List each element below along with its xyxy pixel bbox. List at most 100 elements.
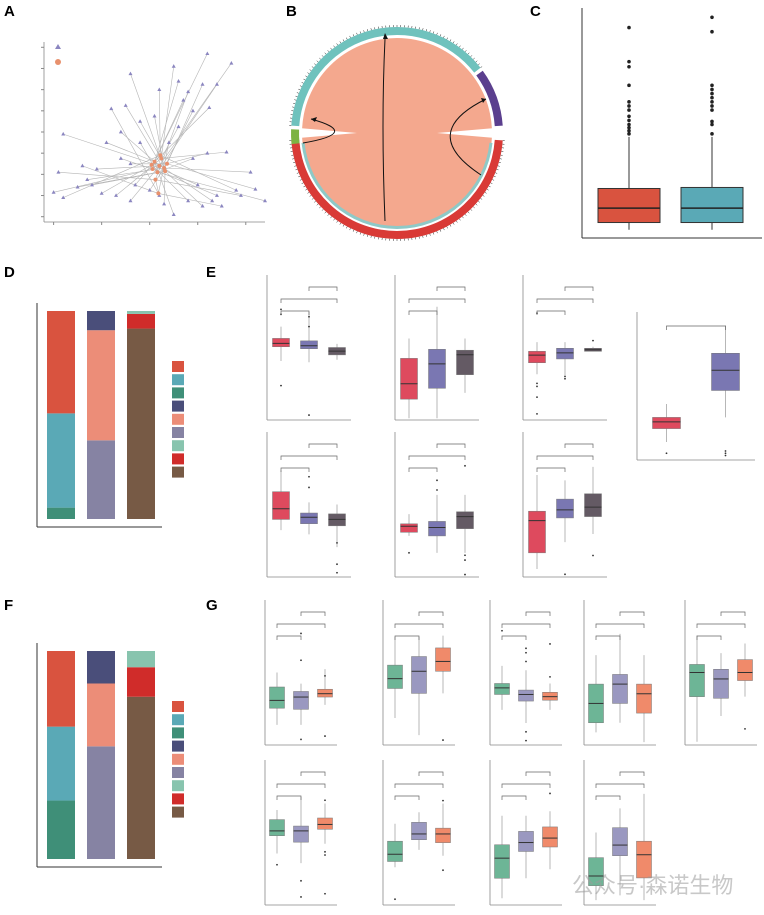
box bbox=[711, 353, 740, 391]
significance-bracket bbox=[300, 771, 326, 776]
axis-tick bbox=[359, 31, 361, 34]
axis-tick bbox=[321, 55, 324, 57]
axis-tick bbox=[436, 32, 438, 35]
significance-bracket bbox=[595, 623, 645, 628]
significance-bracket bbox=[418, 771, 444, 776]
boxplot-g-7 bbox=[382, 760, 455, 906]
procrustes-link bbox=[155, 179, 242, 196]
rumen-point bbox=[166, 140, 171, 144]
outlier-point bbox=[501, 629, 503, 632]
axis-tick bbox=[336, 220, 338, 223]
rumen-point bbox=[186, 89, 191, 94]
boxplot-g-2 bbox=[382, 600, 455, 746]
axis-tick bbox=[459, 45, 461, 48]
boxplot-g-4 bbox=[583, 600, 656, 746]
rumen-point bbox=[118, 129, 123, 134]
box bbox=[428, 521, 446, 537]
axis-tick bbox=[443, 228, 445, 231]
rumen-point bbox=[128, 161, 133, 166]
legend-swatch-s1-s2 bbox=[172, 714, 184, 726]
bar-segment-s3-s1 bbox=[127, 651, 155, 668]
significance-bracket bbox=[525, 771, 551, 776]
procrustes-link bbox=[101, 164, 152, 194]
significance-bracket bbox=[436, 286, 466, 291]
axis-tick bbox=[488, 185, 491, 188]
box bbox=[556, 348, 574, 360]
axis-tick bbox=[439, 34, 442, 37]
axis-tick bbox=[452, 222, 455, 225]
significance-bracket bbox=[696, 635, 722, 640]
outlier-point bbox=[324, 674, 326, 677]
bar-segment-s2-s3 bbox=[87, 746, 115, 859]
faece-point bbox=[158, 153, 163, 158]
faece-point bbox=[150, 167, 155, 172]
chord-arrow-unknow bbox=[449, 98, 487, 176]
box bbox=[456, 349, 474, 375]
axis-tick bbox=[294, 165, 297, 167]
bar-segment-s3-s3 bbox=[127, 328, 155, 519]
axis-tick bbox=[449, 39, 452, 42]
panel-label-e: E bbox=[206, 264, 216, 281]
outlier-point bbox=[627, 125, 631, 130]
legend-swatch-s1-s1 bbox=[172, 701, 184, 712]
box bbox=[300, 512, 318, 524]
bar-segment-s3-s3 bbox=[127, 696, 155, 859]
axis-tick bbox=[446, 37, 448, 40]
box bbox=[494, 683, 510, 695]
procrustes-link bbox=[96, 165, 160, 170]
axis-tick bbox=[425, 29, 428, 32]
rumen-point bbox=[61, 131, 66, 136]
box bbox=[411, 656, 427, 694]
rumen-point bbox=[118, 156, 123, 160]
procrustes-link bbox=[164, 170, 203, 207]
significance-bracket bbox=[536, 298, 594, 303]
rumen-point bbox=[152, 113, 157, 118]
boxplot-e-5 bbox=[394, 432, 479, 578]
axis-tick bbox=[497, 165, 500, 167]
significance-bracket bbox=[536, 455, 594, 460]
outlier-point bbox=[525, 651, 527, 654]
panel-label-d: D bbox=[4, 264, 15, 281]
procrustes-link bbox=[106, 142, 155, 162]
axis-tick bbox=[359, 232, 361, 235]
rumen-point bbox=[190, 108, 195, 113]
axis-tick bbox=[298, 175, 301, 178]
outlier-point bbox=[336, 563, 338, 566]
bar-segment-s1-s1 bbox=[47, 311, 75, 414]
axis-tick bbox=[293, 161, 296, 164]
axis-tick bbox=[311, 198, 314, 200]
outlier-point bbox=[710, 15, 714, 20]
axis-tick bbox=[339, 41, 342, 44]
bar-segment-s3-s2 bbox=[127, 667, 155, 697]
axis-tick bbox=[314, 200, 316, 203]
axis-tick bbox=[349, 35, 351, 38]
axis-tick bbox=[470, 55, 473, 57]
outlier-point bbox=[436, 479, 438, 482]
axis-tick bbox=[425, 234, 428, 237]
box bbox=[584, 493, 602, 517]
axis-tick bbox=[467, 211, 470, 214]
panel-label-b: B bbox=[286, 3, 297, 20]
chord-arrow-main bbox=[382, 38, 386, 222]
significance-bracket bbox=[408, 467, 438, 472]
panel-g-boxplots bbox=[264, 600, 757, 906]
box bbox=[300, 340, 318, 349]
axis-tick bbox=[456, 43, 458, 46]
outlier-point bbox=[627, 132, 631, 136]
bar-segment-s3-s2 bbox=[127, 313, 155, 329]
procrustes-link bbox=[166, 163, 256, 190]
axis-tick bbox=[346, 37, 348, 40]
procrustes-link bbox=[161, 151, 227, 159]
outlier-point bbox=[665, 452, 668, 455]
outlier-point bbox=[336, 571, 338, 574]
outlier-point bbox=[549, 792, 551, 795]
outlier-point bbox=[525, 660, 527, 663]
legend-swatch-s3-s1 bbox=[172, 440, 184, 452]
rumen-point bbox=[214, 82, 219, 86]
faece-point bbox=[162, 166, 167, 170]
boxplot-e-2 bbox=[394, 275, 479, 421]
box bbox=[518, 689, 534, 702]
faece-point bbox=[149, 162, 154, 167]
box bbox=[317, 817, 333, 830]
